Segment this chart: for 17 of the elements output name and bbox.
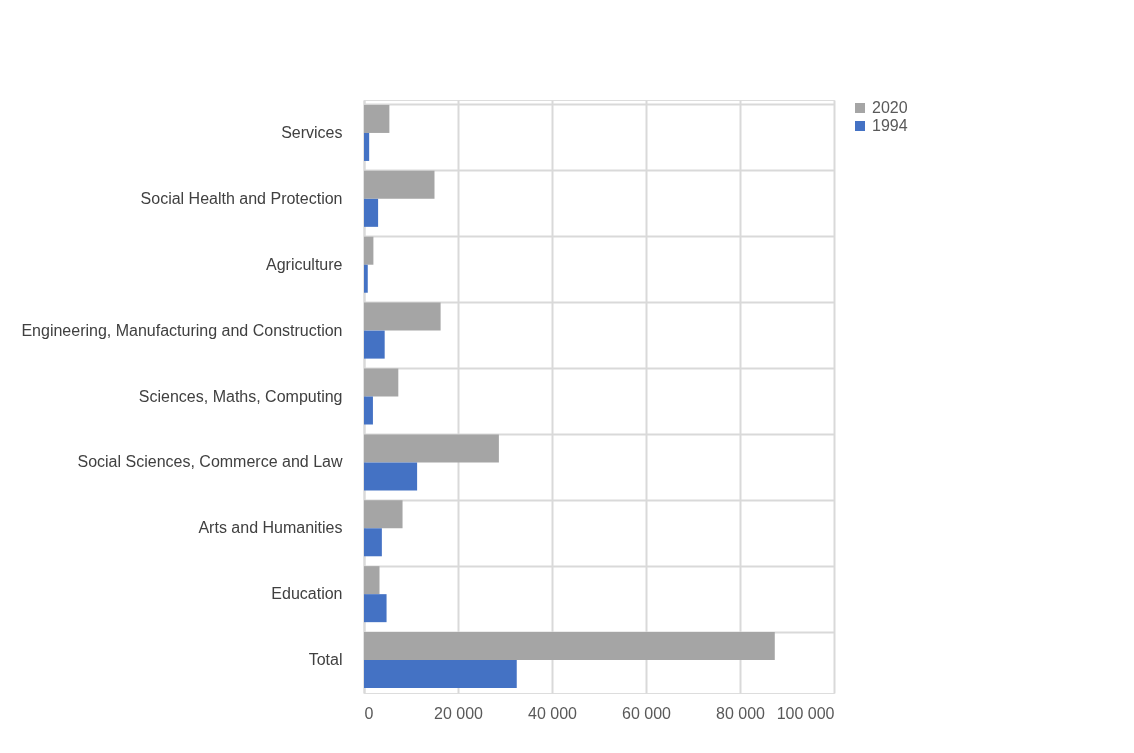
x-tick-label: 60 000 [622,704,672,722]
x-tick-label: 0 [364,704,374,722]
legend-label: 1994 [872,117,908,134]
x-tick-label: 20 000 [434,704,484,722]
y-tick-label: Sciences, Maths, Computing [138,387,343,405]
y-tick-label: Services [281,123,343,141]
x-tick-label: 40 000 [528,704,578,722]
y-tick-label: Total [308,651,343,669]
y-tick-label: Education [271,585,343,603]
y-tick-label: Engineering, Manufacturing and Construction [21,321,343,339]
x-tick-label: 80 000 [716,704,766,722]
y-tick-label: Social Sciences, Commerce and Law [77,453,343,471]
y-tick-label: Agriculture [266,255,343,273]
legend-label: 2020 [872,99,908,116]
x-tick-label: 100 000 [776,704,835,722]
y-tick-label: Social Health and Protection [140,189,343,207]
y-tick-label: Arts and Humanities [198,519,343,537]
